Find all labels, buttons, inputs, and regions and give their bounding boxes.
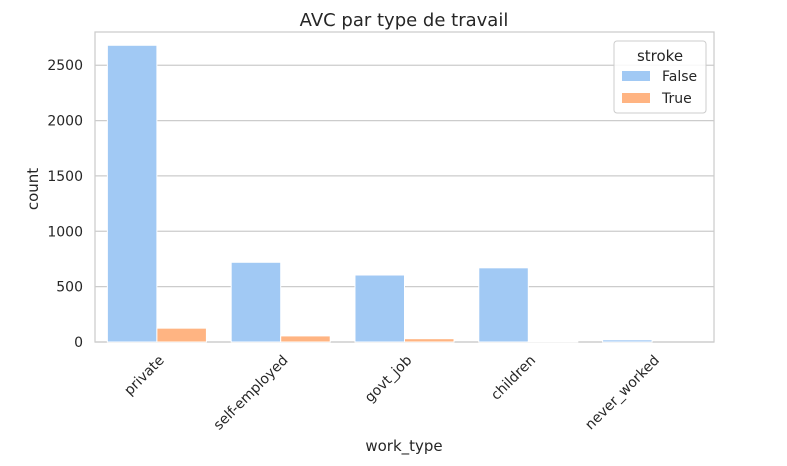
y-tick-label: 500 — [56, 280, 83, 296]
bar-never_worked-false — [602, 339, 653, 343]
y-tick-label: 2500 — [47, 58, 83, 74]
chart-title: AVC par type de travail — [300, 10, 509, 31]
y-tick-label: 2000 — [47, 114, 83, 130]
y-tick-label: 0 — [74, 335, 83, 351]
y-tick-label: 1500 — [47, 169, 83, 185]
bar-self-employed-true — [280, 335, 331, 343]
legend-label-true: True — [661, 91, 692, 107]
legend-title: stroke — [637, 47, 683, 65]
bar-self-employed-false — [230, 261, 282, 343]
bar-children-true — [527, 340, 579, 343]
x-axis-label: work_type — [365, 437, 442, 456]
bar-govt_job-false — [354, 274, 406, 343]
bar-children-false — [478, 267, 529, 343]
y-axis-label: count — [24, 168, 42, 210]
bar-private-true — [156, 327, 207, 343]
legend: stroke False True — [613, 40, 707, 114]
legend-swatch-false — [622, 71, 650, 81]
legend-swatch-true — [622, 93, 650, 103]
legend-label-false: False — [662, 69, 697, 85]
y-tick-label: 1000 — [47, 224, 83, 240]
bar-govt_job-true — [404, 338, 455, 343]
bar-private-false — [106, 44, 158, 343]
